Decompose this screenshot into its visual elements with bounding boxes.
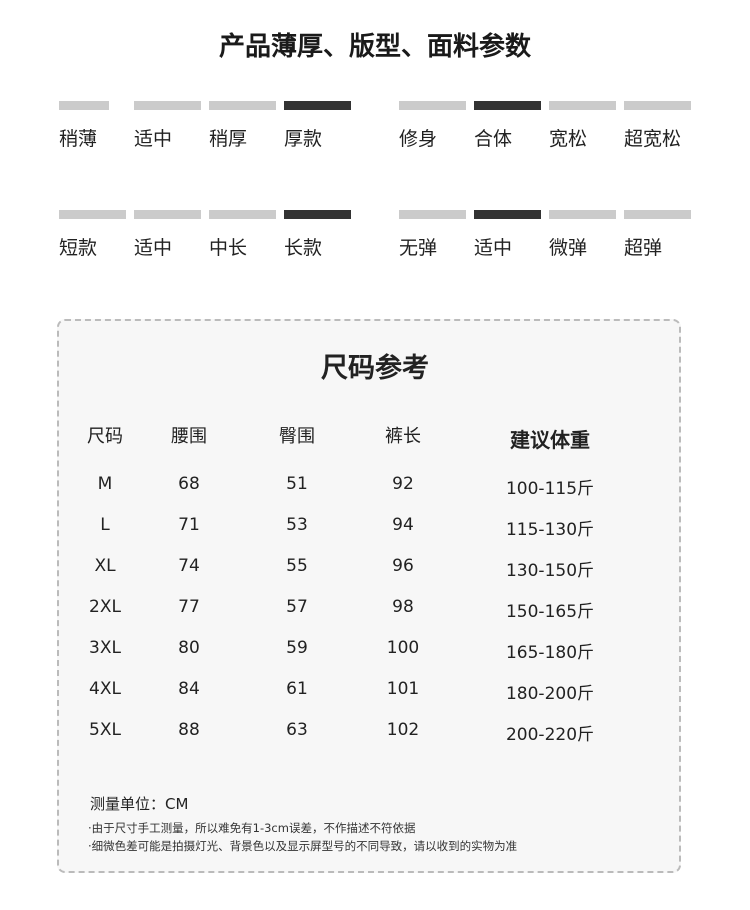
table-cell: 102	[386, 720, 420, 740]
table-cell: 115-130斤	[505, 520, 595, 540]
scale-bar-fit-1	[474, 101, 541, 110]
scale-label: 适中	[134, 237, 173, 259]
table-cell: M	[97, 474, 113, 494]
table-cell: 100	[386, 638, 420, 658]
table-cell: 63	[286, 720, 308, 740]
table-cell: 51	[286, 474, 308, 494]
table-cell: 55	[286, 556, 308, 576]
scale-bar-fit-3	[624, 101, 691, 110]
table-cell: 150-165斤	[505, 602, 595, 622]
table-cell: 100-115斤	[505, 479, 595, 499]
scale-label: 长款	[284, 237, 323, 259]
scale-label: 宽松	[549, 128, 588, 150]
table-cell: 88	[178, 720, 200, 740]
table-cell: 57	[286, 597, 308, 617]
scale-bar-thickness-1	[134, 101, 201, 110]
scale-bar-fit-0	[399, 101, 466, 110]
header-cell: 建议体重	[510, 428, 590, 452]
scale-label: 适中	[134, 128, 173, 150]
scale-label: 合体	[474, 128, 513, 150]
scale-label: 短款	[59, 237, 98, 259]
table-cell: 98	[392, 597, 414, 617]
scale-label: 厚款	[284, 128, 323, 150]
table-cell: 101	[386, 679, 420, 699]
scale-bar-stretch-3	[624, 210, 691, 219]
scale-label: 稍厚	[209, 128, 248, 150]
table-cell: 74	[178, 556, 200, 576]
scale-bar-thickness-3	[284, 101, 351, 110]
scale-bar-length-2	[209, 210, 276, 219]
table-cell: 3XL	[89, 638, 121, 658]
table-cell: 59	[286, 638, 308, 658]
scale-label: 适中	[474, 237, 513, 259]
table-cell: L	[100, 515, 110, 535]
table-cell: 53	[286, 515, 308, 535]
page-title: 产品薄厚、版型、面料参数	[218, 32, 531, 62]
scale-bar-fit-2	[549, 101, 616, 110]
scale-label: 稍薄	[59, 128, 98, 150]
table-cell: 130-150斤	[505, 561, 595, 581]
scale-label: 超宽松	[624, 128, 682, 150]
header-cell: 腰围	[171, 426, 207, 447]
scale-bar-stretch-2	[549, 210, 616, 219]
size-chart-title: 尺码参考	[321, 353, 429, 384]
table-cell: XL	[94, 556, 116, 576]
scale-bar-length-3	[284, 210, 351, 219]
header-cell: 裤长	[385, 426, 421, 447]
scale-label: 中长	[209, 237, 248, 259]
scale-bar-thickness-2	[209, 101, 276, 110]
scale-label: 超弹	[624, 237, 663, 259]
scale-label: 修身	[399, 128, 438, 150]
table-cell: 165-180斤	[505, 643, 595, 663]
scale-label: 无弹	[399, 237, 438, 259]
table-cell: 180-200斤	[505, 684, 595, 704]
table-cell: 84	[178, 679, 200, 699]
table-cell: 200-220斤	[505, 725, 595, 745]
size-chart-panel	[57, 319, 681, 873]
table-cell: 71	[178, 515, 200, 535]
table-cell: 61	[286, 679, 308, 699]
scale-bar-stretch-1	[474, 210, 541, 219]
scale-bar-thickness-0	[59, 101, 109, 110]
table-cell: 68	[178, 474, 200, 494]
header-cell: 臀围	[279, 426, 315, 447]
table-cell: 96	[392, 556, 414, 576]
measurement-unit: 测量单位：CM	[90, 795, 189, 813]
table-cell: 80	[178, 638, 200, 658]
table-cell: 77	[178, 597, 200, 617]
scale-bar-length-0	[59, 210, 126, 219]
table-cell: 5XL	[89, 720, 121, 740]
note-1: ·由于尺寸手工测量，所以难免有1-3cm误差，不作描述不符依据	[88, 821, 416, 835]
scale-bar-stretch-0	[399, 210, 466, 219]
table-cell: 92	[392, 474, 414, 494]
scale-bar-length-1	[134, 210, 201, 219]
table-cell: 2XL	[89, 597, 121, 617]
note-2: ·细微色差可能是拍摄灯光、背景色以及显示屏型号的不同导致，请以收到的实物为准	[88, 839, 518, 853]
table-cell: 94	[392, 515, 414, 535]
table-cell: 4XL	[89, 679, 121, 699]
header-cell: 尺码	[87, 426, 123, 447]
scale-label: 微弹	[549, 237, 588, 259]
